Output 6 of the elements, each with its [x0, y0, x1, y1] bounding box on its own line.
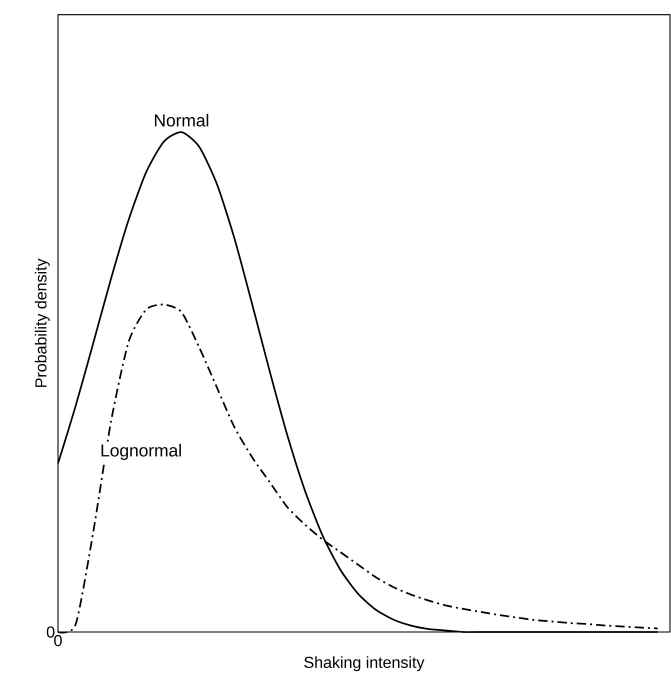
series-label: Normal [155, 114, 208, 127]
x-axis-title: Shaking intensity [304, 656, 425, 672]
y-axis-title: Probability density [35, 258, 50, 387]
text: 0 [54, 634, 62, 646]
text: 0 [47, 626, 55, 638]
series-label: Lognormal [102, 444, 182, 460]
